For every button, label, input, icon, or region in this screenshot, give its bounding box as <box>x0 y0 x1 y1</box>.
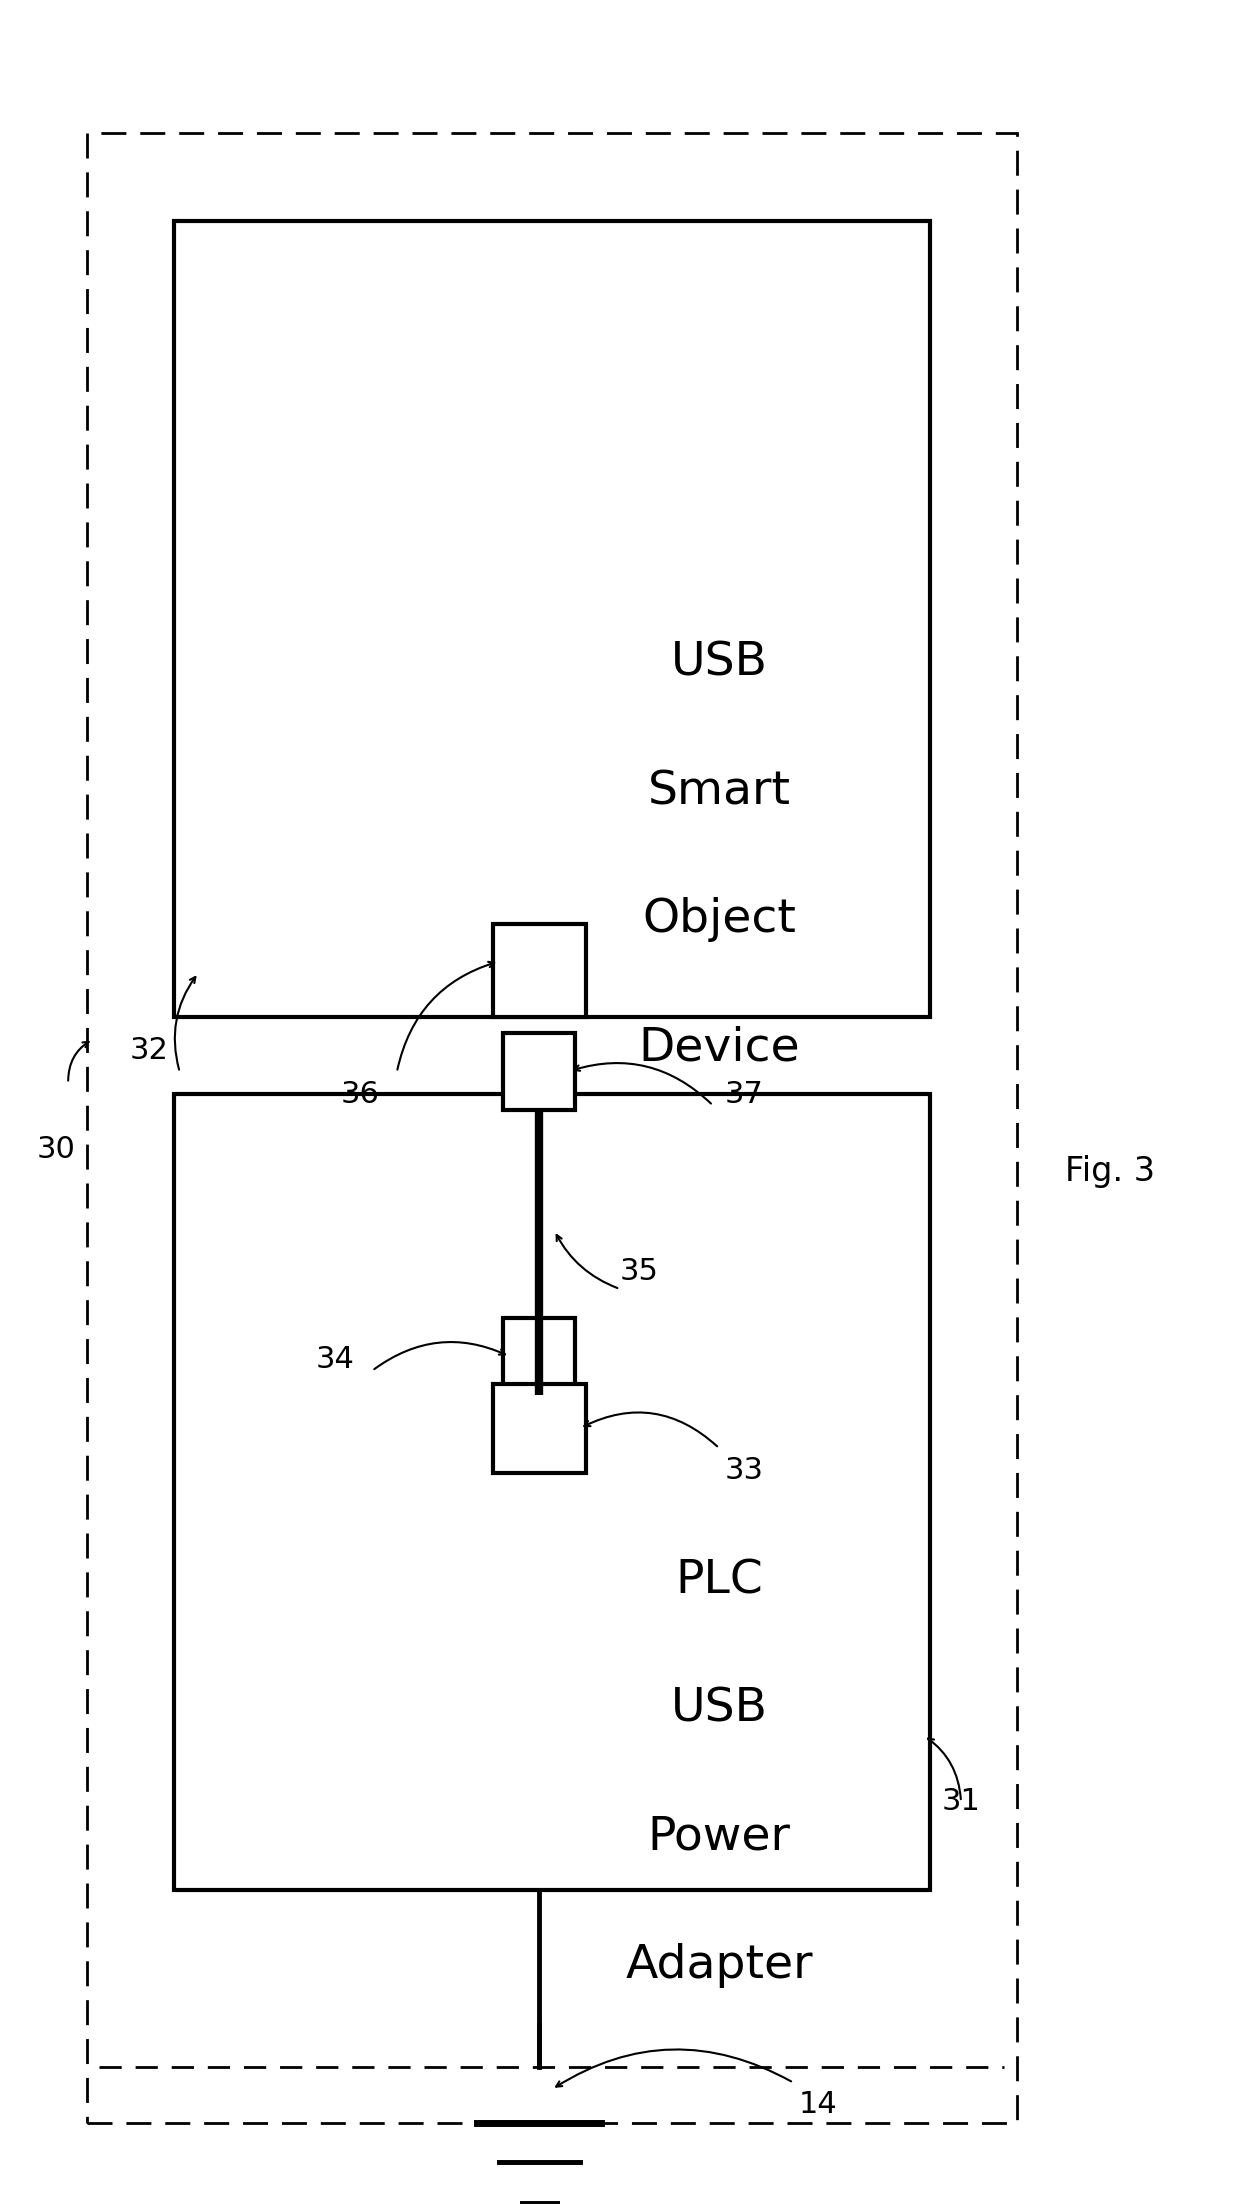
Text: Object: Object <box>642 898 796 942</box>
Polygon shape <box>174 221 930 1017</box>
Polygon shape <box>494 1384 587 1473</box>
Polygon shape <box>503 1033 575 1110</box>
Text: 33: 33 <box>724 1455 764 1486</box>
Text: Fig. 3: Fig. 3 <box>1065 1156 1154 1187</box>
Text: 32: 32 <box>129 1035 169 1066</box>
Text: PLC: PLC <box>676 1559 763 1603</box>
Text: 36: 36 <box>340 1079 379 1110</box>
Text: 34: 34 <box>315 1344 355 1375</box>
Text: 30: 30 <box>36 1134 76 1165</box>
Text: USB: USB <box>671 1687 768 1731</box>
Text: Adapter: Adapter <box>625 1943 813 1988</box>
Polygon shape <box>494 924 587 1017</box>
Polygon shape <box>503 1318 575 1395</box>
Text: USB: USB <box>671 641 768 685</box>
Text: 37: 37 <box>724 1079 764 1110</box>
Text: Smart: Smart <box>647 769 791 814</box>
Text: Device: Device <box>639 1026 800 1070</box>
Text: Power: Power <box>647 1815 791 1859</box>
Text: 35: 35 <box>619 1256 658 1287</box>
Text: 31: 31 <box>941 1786 981 1817</box>
Polygon shape <box>174 1094 930 1890</box>
Text: 14: 14 <box>799 2089 838 2120</box>
